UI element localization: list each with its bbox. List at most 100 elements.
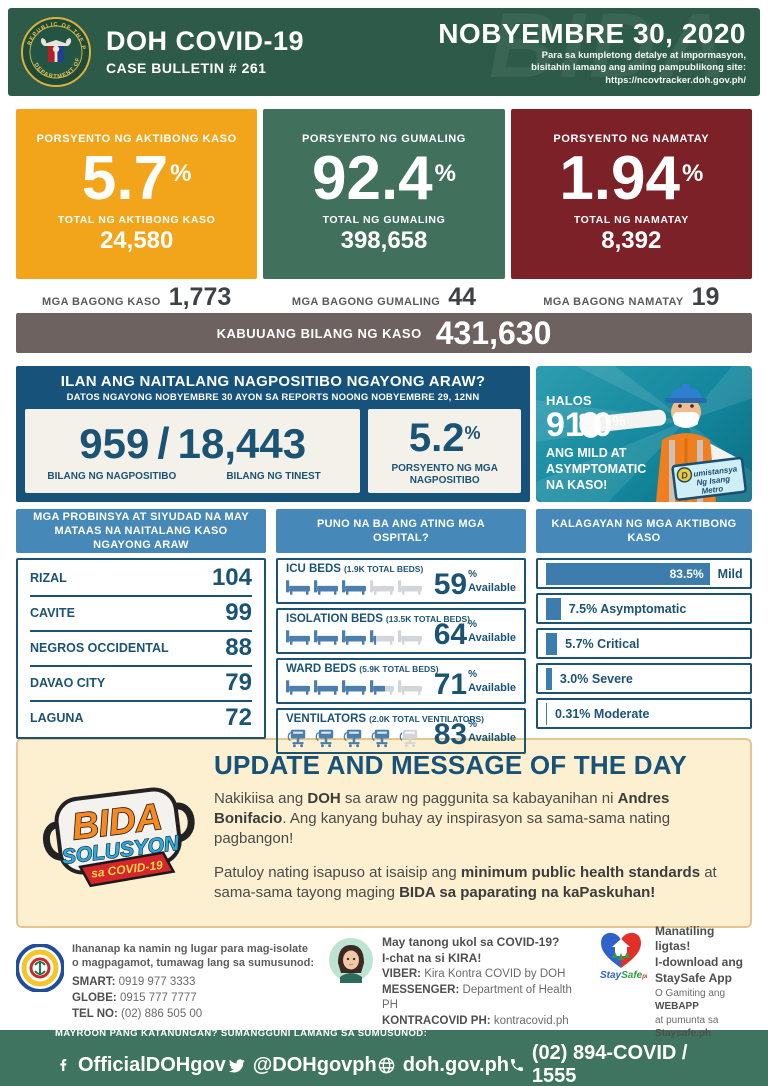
available-label: Available [468,732,516,744]
positives-count: 959 [79,420,150,467]
staysafe-wordmark-ph: ph [641,974,647,980]
province-name: LAGUNA [30,711,84,725]
bar-percent: 0.31% [554,706,591,721]
channel-value[interactable]: Kira Kontra COVID by DOH [424,968,566,981]
condition-moderate-box: 0.31% Moderate [536,698,752,729]
phone-hotline[interactable]: (02) 894-COVID / 1555 [509,1042,713,1086]
recovered-total: 398,658 [340,227,428,255]
hotline-number[interactable]: 0915 777 7777 [119,992,197,1005]
facebook-icon [60,1059,67,1071]
facebook-handle[interactable]: OfficialDOHgov [55,1054,226,1077]
recovered-card: PORSYENTO NG GUMALING 92.4% TOTAL NG GUM… [263,109,505,279]
new-cases-label: MGA BAGONG KASO [42,296,161,308]
total-cases-label: KABUUANG BILANG NG KASO [216,325,422,341]
header-note-line1: Para sa kumpletong detalye at impormasyo… [541,50,746,61]
total-cases-bar: KABUUANG BILANG NG KASO 431,630 [16,313,752,353]
kira-chat-block: May tanong ukol sa COVID-19? I-chat na s… [328,935,583,1029]
bulletin-date: NOBYEMBRE 30, 2020 [438,18,746,49]
percent-sign: % [468,569,477,580]
bed-icons [286,679,426,698]
channel-value[interactable]: kontracovid.ph [493,1015,569,1028]
resource-name: ICU BEDS [286,563,341,575]
severe-bar [546,667,552,690]
positivity-rate-label: PORSYENTO NG MGA NAGPOSITIBO [391,462,498,486]
card-label: PORSYENTO NG AKTIBONG KASO [36,132,237,145]
staysafe-wordmark-safe: Safe [621,970,643,981]
globe-icon [378,1057,395,1073]
mild-asymptomatic-panel: D umistansya Ng Isang Metro HALOS 91.0% … [536,366,752,502]
bed-icons [286,629,426,648]
active-condition-header: KALAGAYAN NG MGA AKTIBONG KASO [536,509,752,553]
percent-sign: % [612,412,626,430]
positivity-rate: 5.2 [408,415,465,460]
new-deaths: MGA BAGONG NAMATAY 19 [511,283,752,312]
active-condition-column: KALAGAYAN NG MGA AKTIBONG KASO 83.5% Mil… [536,509,752,729]
table-row: CAVITE 99 [30,597,252,632]
sign-line3: Metro [701,484,724,496]
provinces-table: RIZAL 104 CAVITE 99 NEGROS OCCIDENTAL 88 DA… [16,558,266,739]
condition-critical-box: 5.7% Critical [536,628,752,659]
header-date-block: NOBYEMBRE 30, 2020 Para sa kumpletong de… [438,18,746,87]
ventilator-icons [286,729,426,748]
new-recoveries-value: 44 [448,283,477,311]
resource-name: WARD BEDS [286,663,357,675]
daily-positives-row: ILAN ANG NAITALANG NAGPOSITIBO NGAYONG A… [16,366,752,502]
positives-count-label: BILANG NG NAGPOSITIBO [47,471,177,482]
percent-sign: % [434,159,456,187]
hotline-label: SMART: [72,976,116,989]
available-label: Available [468,582,516,594]
province-name: CAVITE [30,606,75,620]
condition-label: Mild [717,566,743,581]
critical-bar [546,632,558,655]
new-deaths-value: 19 [691,283,720,311]
hotline-number[interactable]: (02) 886 505 00 [121,1008,203,1021]
card-total-label: TOTAL NG AKTIBONG KASO [57,214,216,227]
channel-value[interactable]: Department of Health PH [382,984,572,1012]
province-name: DAVAO CITY [30,676,106,690]
active-total: 24,580 [99,227,174,255]
hospitals-column: PUNO NA BA ANG ATING MGA OSPITAL? ICU BE… [276,509,526,754]
statistics-columns: MGA PROBINSYA AT SIYUDAD NA MAY MATAAS N… [16,509,752,754]
staysafe-line2[interactable]: I-download ang StaySafe App [655,955,743,985]
tracker-site-link[interactable]: https://ncovtracker.doh.gov.ph/ [605,74,746,86]
icu-beds-box: ICU BEDS (1.9K TOTAL BEDS) 59% Available [276,558,526,604]
hotline-number[interactable]: 0919 977 3333 [118,976,196,989]
bar-percent: 5.7% [565,636,594,651]
bar-percent: 7.5% [568,601,598,616]
sign-letter-d: D [681,470,689,481]
staysafe-line4[interactable]: at pumunta sa Staysafe.ph [655,1015,719,1040]
positives-panel: ILAN ANG NAITALANG NAGPOSITIBO NGAYONG A… [16,366,530,502]
tested-count-label: BILANG NG TINEST [226,471,321,482]
available-percent: 83 [433,718,468,751]
slash: / [157,419,170,468]
percent-sign: % [464,422,481,443]
svg-text:StaySafeph: StaySafeph [600,970,647,981]
province-count: 99 [225,599,252,626]
kira-question-line2: I-chat na si KIRA! [382,950,482,965]
condition-label: Severe [591,671,633,686]
hotline-label: GLOBE: [72,992,117,1005]
staysafe-logo: StaySafeph [600,932,647,981]
social-bottom-bar: MAYROON PANG KATANUNGAN? SUMANGGUNI LAMA… [0,1028,768,1086]
condition-label: Critical [597,636,640,651]
twitter-handle-text: @DOHgovph [252,1053,377,1076]
isolation-hotline-block: Ihananap ka namin ng lugar para mag-isol… [16,942,316,1022]
resource-name: VENTILATORS [286,713,367,725]
province-name: NEGROS OCCIDENTAL [30,641,169,655]
website-link[interactable]: doh.gov.ph [377,1054,509,1077]
available-percent: 59 [433,568,468,601]
header: BIDA REPUBLIC OF THE PHILIPPINES DEPARTM… [8,8,760,96]
resource-total: (5.9K TOTAL BEDS) [359,664,439,674]
percent-sign: % [468,669,477,680]
update-paragraph-2: Patuloy nating isapuso at isaisip ang mi… [214,863,717,901]
distancing-worker-illustration: D umistansya Ng Isang Metro [536,366,752,502]
tested-count: 18,443 [177,420,307,467]
positives-title: ILAN ANG NAITALANG NAGPOSITIBO NGAYONG A… [60,373,486,390]
doh-seal-small-icon [16,943,64,992]
active-cases-card: PORSYENTO NG AKTIBONG KASO 5.7% TOTAL NG… [16,109,258,279]
twitter-icon [228,1059,245,1073]
card-total-label: TOTAL NG NAMATAY [573,214,689,227]
twitter-handle[interactable]: @DOHgovph [226,1054,377,1077]
card-label: PORSYENTO NG NAMATAY [553,132,710,145]
